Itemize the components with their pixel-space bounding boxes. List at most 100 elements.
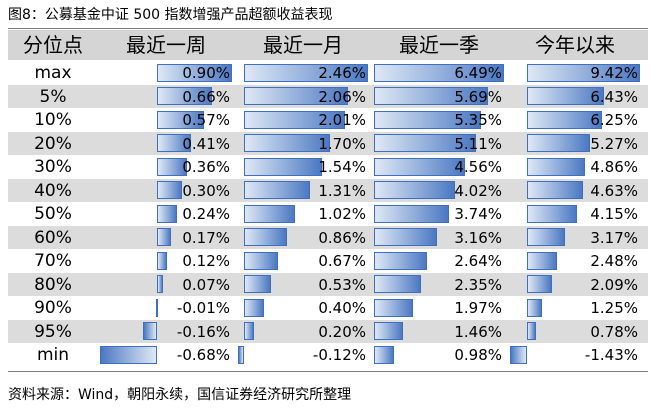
data-bar [244,251,278,270]
row-label: 20% [34,133,72,154]
data-label: -0.01% [176,299,230,317]
row-label: 60% [34,227,72,248]
data-bar [527,157,586,176]
table-header: 分位点 最近一周 最近一月 最近一季 今年以来 [8,30,648,60]
data-label: 2.06% [318,87,366,106]
data-bar [244,298,265,317]
data-bar [374,275,422,293]
data-bar [374,181,455,199]
data-bar [244,110,346,129]
data-bar [156,157,187,176]
data-bar [244,63,368,82]
bottom-rule [8,371,648,372]
row-stripe [8,319,648,343]
row-label: 80% [34,274,72,295]
data-label: 5.27% [590,134,638,153]
data-label: 0.12% [182,252,230,270]
data-label: 0.41% [182,134,230,153]
row-label: max [34,63,72,83]
data-label: 2.09% [590,275,638,294]
data-label: 0.24% [182,205,230,223]
data-bar [244,322,255,340]
data-bar [156,181,182,199]
data-label: 4.15% [590,205,638,223]
data-label: 5.69% [454,87,502,106]
data-bar [238,345,245,364]
data-label: 0.07% [182,275,230,294]
data-bar [374,63,504,82]
row-label: 5% [39,86,67,107]
row-label: 30% [34,157,72,177]
data-bar [156,110,205,129]
source-note: 资料来源：Wind，朝阳永续，国信证券经济研究所整理 [8,387,352,403]
data-bar [244,157,322,176]
data-label: 9.42% [590,64,638,82]
data-label: 1.25% [590,299,638,317]
header-quantile: 分位点 [23,33,83,57]
data-label: 0.53% [318,275,366,294]
data-label: 0.90% [182,64,230,82]
data-bar [374,298,414,317]
data-bar [244,87,348,105]
data-bar [374,322,404,340]
data-bar [244,181,311,199]
data-label: 1.46% [454,322,502,341]
data-label: 0.40% [318,299,366,317]
data-label: 2.35% [454,275,502,294]
data-bar [527,87,605,105]
top-rule [8,28,648,29]
data-label: 1.70% [318,134,366,153]
data-label: 0.67% [318,252,366,270]
data-bar [156,134,192,152]
data-bar [527,275,553,293]
data-label: -0.16% [176,322,230,341]
header-period-2: 最近一月 [263,33,343,57]
data-bar [156,204,177,223]
data-label: 3.17% [590,228,638,247]
data-label: -0.12% [312,346,366,364]
data-label: 0.57% [182,111,230,129]
data-label: 6.43% [590,87,638,106]
data-bar [156,275,163,293]
data-label: 2.46% [318,64,366,82]
data-bar [244,204,296,223]
data-label: 1.54% [318,158,366,176]
data-bar [156,228,171,246]
data-label: 0.98% [454,346,502,364]
data-bar [374,345,394,364]
data-label: 3.74% [454,205,502,223]
data-bar [527,298,543,317]
row-label: min [36,345,70,365]
data-bar [374,204,449,223]
data-bar [374,157,466,176]
data-label: 1.97% [454,299,502,317]
data-bar [374,251,427,270]
data-bar [155,298,158,317]
data-label: 0.20% [318,322,366,341]
data-label: 6.25% [590,111,638,129]
data-bar [527,134,591,152]
data-bar [374,110,482,129]
data-label: 4.02% [454,181,502,200]
row-label: 40% [34,180,72,201]
data-bar [527,204,577,223]
data-bar [374,87,488,105]
data-label: 1.02% [318,205,366,223]
data-bar [156,87,212,105]
data-bar [527,110,602,129]
row-label: 10% [34,110,72,130]
data-bar [527,181,583,199]
data-label: 0.30% [182,181,230,200]
header-period-1: 最近一周 [126,33,206,57]
data-bar [244,134,330,152]
row-label: 50% [34,204,72,224]
row-label: 95% [34,321,72,342]
data-bar [527,251,557,270]
data-bar [527,322,537,340]
data-bar [143,322,157,340]
header-period-4: 今年以来 [535,33,615,57]
data-label: 2.64% [454,252,502,270]
data-bar [527,63,640,82]
data-bar [156,63,232,82]
data-label: 3.16% [454,228,502,247]
